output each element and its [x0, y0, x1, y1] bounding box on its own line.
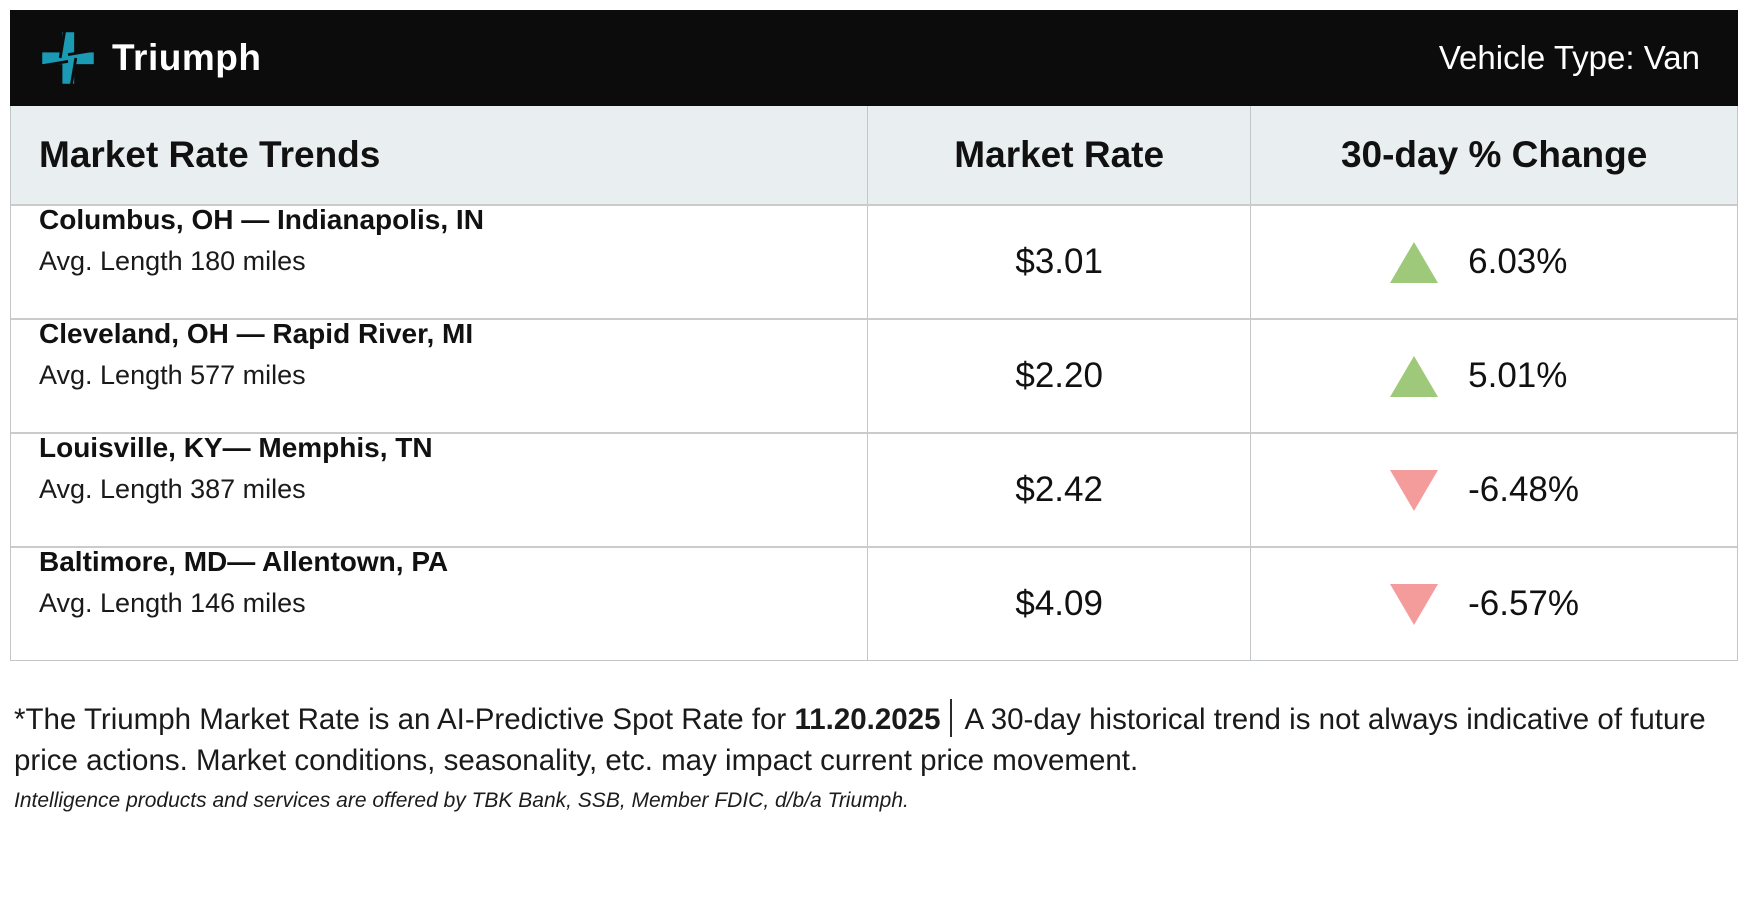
market-rate-value: $2.20: [1015, 356, 1103, 395]
table-row: Columbus, OH — Indianapolis, IN Avg. Len…: [11, 204, 1737, 318]
rate-cell: $4.09: [867, 548, 1250, 660]
lane-avg-length: Avg. Length 146 miles: [39, 588, 306, 618]
change-value: 6.03%: [1468, 242, 1568, 281]
trend-up-triangle-icon: [1390, 355, 1439, 397]
lane-avg-length: Avg. Length 387 miles: [39, 474, 306, 504]
market-rate-value: $3.01: [1015, 242, 1103, 281]
table-row: Louisville, KY— Memphis, TN Avg. Length …: [11, 432, 1737, 546]
market-rate-value: $2.42: [1015, 470, 1103, 509]
rate-cell: $3.01: [867, 206, 1250, 318]
top-header-bar: Triumph Vehicle Type: Van: [10, 10, 1738, 106]
trend-down-triangle-icon: [1390, 583, 1439, 625]
market-rate-table: Market Rate Trends Market Rate 30-day % …: [10, 106, 1738, 661]
table-row: Cleveland, OH — Rapid River, MI Avg. Len…: [11, 318, 1737, 432]
lane-cell: Columbus, OH — Indianapolis, IN Avg. Len…: [11, 206, 867, 318]
triumph-cross-icon: [40, 30, 96, 86]
lane-title: Louisville, KY— Memphis, TN: [39, 432, 433, 463]
change-cell: -6.57%: [1250, 548, 1737, 660]
market-rate-report: Triumph Vehicle Type: Van Market Rate Tr…: [10, 10, 1738, 813]
change-value: -6.57%: [1468, 584, 1580, 623]
rate-cell: $2.42: [867, 434, 1250, 546]
vertical-divider: [950, 699, 953, 737]
brand-name: Triumph: [112, 37, 262, 78]
lane-title: Cleveland, OH — Rapid River, MI: [39, 318, 474, 349]
lane-cell: Baltimore, MD— Allentown, PA Avg. Length…: [11, 548, 867, 660]
lane-cell: Cleveland, OH — Rapid River, MI Avg. Len…: [11, 320, 867, 432]
footnote: *The Triumph Market Rate is an AI-Predic…: [10, 699, 1730, 781]
table-row: Baltimore, MD— Allentown, PA Avg. Length…: [11, 546, 1737, 660]
column-header-change: 30-day % Change: [1250, 106, 1737, 204]
trend-down-triangle-icon: [1390, 469, 1439, 511]
lane-title: Baltimore, MD— Allentown, PA: [39, 546, 449, 577]
lane-title: Columbus, OH — Indianapolis, IN: [39, 204, 484, 235]
footnote-prefix: *The Triumph Market Rate is an AI-Predic…: [14, 703, 795, 736]
trend-up-triangle-icon: [1390, 241, 1439, 283]
column-header-lane: Market Rate Trends: [39, 134, 381, 175]
vehicle-type-label: Vehicle Type: Van: [1438, 39, 1700, 76]
brand-lockup: Triumph: [40, 30, 261, 86]
rate-cell: $2.20: [867, 320, 1250, 432]
change-value: -6.48%: [1468, 470, 1580, 509]
change-cell: -6.48%: [1250, 434, 1737, 546]
lane-cell: Louisville, KY— Memphis, TN Avg. Length …: [11, 434, 867, 546]
table-header-row: Market Rate Trends Market Rate 30-day % …: [11, 106, 1737, 204]
change-value: 5.01%: [1468, 356, 1568, 395]
change-cell: 5.01%: [1250, 320, 1737, 432]
change-cell: 6.03%: [1250, 206, 1737, 318]
column-header-rate: Market Rate: [867, 106, 1250, 204]
lane-avg-length: Avg. Length 180 miles: [39, 246, 306, 276]
market-rate-value: $4.09: [1015, 584, 1103, 623]
footnote-suffix: A 30-day historical trend is not always …: [14, 703, 1706, 777]
lane-avg-length: Avg. Length 577 miles: [39, 360, 306, 390]
disclaimer-text: Intelligence products and services are o…: [14, 789, 909, 813]
footnote-date: 11.20.2025: [794, 703, 941, 736]
